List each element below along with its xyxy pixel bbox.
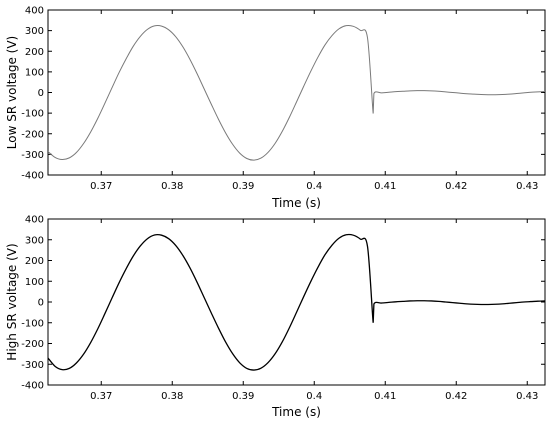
x-tick-label: 0.42	[445, 391, 467, 402]
y-axis-label: Low SR voltage (V)	[5, 36, 19, 149]
x-tick-label: 0.41	[374, 391, 396, 402]
plot-frame	[47, 9, 546, 176]
x-tick-label: 0.4	[306, 391, 322, 402]
y-tick-label: -300	[21, 150, 44, 161]
x-tick-label: 0.39	[232, 391, 254, 402]
x-tick-label: 0.43	[516, 181, 538, 192]
y-tick-label: -200	[21, 339, 44, 350]
chart-panel-2: 0.37 0.38 0.39 0.4 0.41 0.42 0.43 400 300 200 100 0…	[5, 215, 546, 419]
y-tick-label: -100	[21, 109, 44, 120]
y-tick-label: 200	[25, 47, 44, 58]
y-tick-label: -400	[21, 381, 44, 392]
y-axis-label: High SR voltage (V)	[5, 243, 19, 360]
x-tick-label: 0.38	[161, 181, 183, 192]
series-line-1	[48, 24, 545, 161]
x-tick-label: 0.37	[90, 391, 112, 402]
y-tick-label: 300	[25, 26, 44, 37]
x-tick-label: 0.38	[161, 391, 183, 402]
y-tick-label: 0	[38, 88, 44, 99]
x-tick-label: 0.43	[516, 391, 538, 402]
x-tick-label: 0.4	[306, 181, 322, 192]
series-line-1	[48, 233, 545, 371]
y-tick-label: 100	[25, 277, 44, 288]
y-tick-label: 200	[25, 256, 44, 267]
y-tick-label: 0	[38, 298, 44, 309]
y-tick-label: 300	[25, 235, 44, 246]
plot-frame	[47, 218, 546, 386]
chart-panel-1: 0.37 0.38 0.39 0.4 0.41 0.42 0.43 400 300 200 100 0…	[5, 6, 546, 210]
y-tick-label: 100	[25, 67, 44, 78]
y-tick-label: 400	[25, 215, 44, 226]
y-tick-label: 400	[25, 6, 44, 17]
x-tick-label: 0.37	[90, 181, 112, 192]
y-tick-label: -100	[21, 318, 44, 329]
x-axis-label: Time (s)	[271, 196, 321, 210]
y-tick-label: -200	[21, 129, 44, 140]
y-tick-label: -300	[21, 360, 44, 371]
x-axis-label: Time (s)	[271, 405, 321, 419]
x-tick-label: 0.41	[374, 181, 396, 192]
x-tick-label: 0.42	[445, 181, 467, 192]
y-tick-label: -400	[21, 171, 44, 182]
x-tick-label: 0.39	[232, 181, 254, 192]
